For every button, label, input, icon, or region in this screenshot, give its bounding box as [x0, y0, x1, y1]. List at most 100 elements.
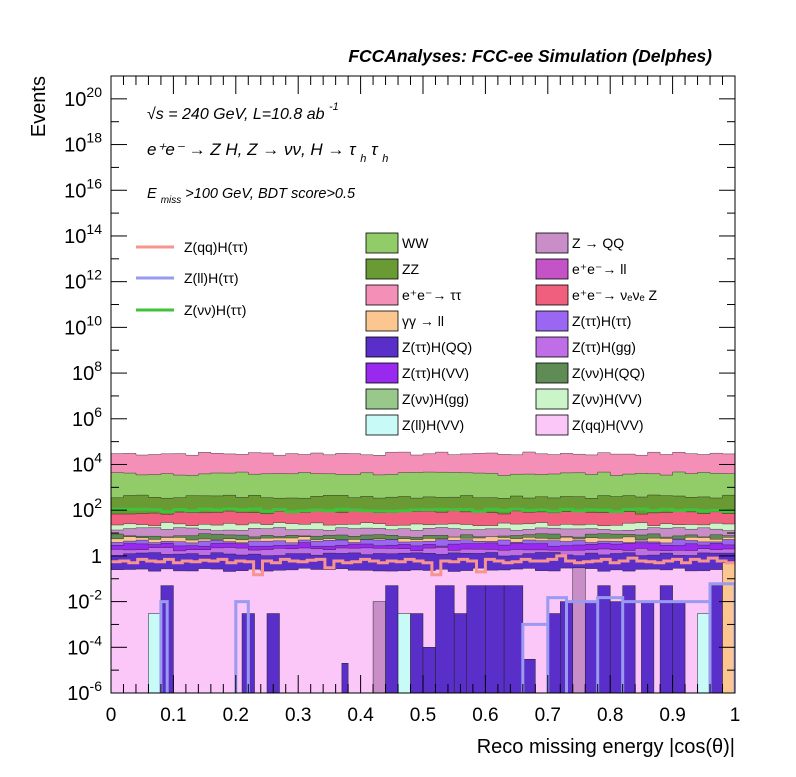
low-bin: [341, 663, 349, 693]
legend-swatch: [365, 336, 399, 358]
x-tick-label: 0.8: [597, 705, 623, 726]
energy-exponent: -1: [329, 101, 339, 113]
y-tick-label: 1020: [64, 84, 102, 111]
low-bin: [385, 585, 399, 693]
low-bin: [435, 585, 455, 693]
y-tick-label: 1016: [64, 175, 102, 202]
legend-stack-label: e⁺e⁻→ ττ: [402, 287, 462, 303]
annotation-block: √s = 240 GeV, L=10.8 ab -1 e⁺e⁻ → Z H, Z…: [147, 101, 388, 207]
y-tick-label: 106: [72, 404, 102, 431]
energy-label: √s = 240 GeV, L=10.8 ab: [147, 106, 325, 123]
signal-qq-line: [111, 554, 735, 577]
y-tick-label: 1010: [64, 312, 102, 339]
low-bin: [641, 601, 655, 693]
legend-stack-label: Z(νν)H(VV): [572, 391, 642, 407]
process-tail: τ: [371, 140, 379, 159]
legend-swatch: [535, 362, 569, 384]
low-bin: [547, 613, 561, 693]
low-bin: [503, 585, 524, 693]
x-axis-label: Reco missing energy |cos(θ)|: [477, 736, 735, 758]
legend-signal-label: Z(νν)H(ττ): [184, 302, 246, 318]
low-bin: [485, 585, 505, 693]
legend-stack-label: Z(ττ)H(gg): [572, 339, 636, 355]
x-tick-label: 0.7: [535, 705, 561, 726]
legend-stack-label: e⁺e⁻→ ll: [572, 261, 626, 277]
legend-stack-label: Z(νν)H(QQ): [572, 365, 645, 381]
low-bin: [148, 613, 162, 693]
x-tick-label: 0: [106, 705, 117, 726]
legend-swatch: [365, 362, 399, 384]
x-tick-label: 0.6: [472, 705, 498, 726]
legend-swatch: [365, 414, 399, 436]
y-axis: 1020 1018 1016 1014 1012 1010 108 106 104 102 1 10-…: [64, 84, 735, 705]
process-subscript-2: h: [382, 153, 388, 165]
y-tick-label: 1018: [64, 130, 102, 157]
y-tick-label: 1014: [64, 221, 102, 248]
signal-vv-line: [111, 507, 735, 514]
low-bin: [597, 585, 611, 693]
chart-title: FCCAnalyses: FCC-ee Simulation (Delphes): [348, 46, 712, 66]
y-tick-label: 1012: [64, 267, 102, 294]
x-tick-label: 0.5: [410, 705, 436, 726]
cut-label: E: [147, 186, 157, 202]
legend-signal-label: Z(qq)H(ττ): [184, 239, 248, 255]
low-bin: [266, 613, 280, 693]
x-tick-label: 0.2: [223, 705, 249, 726]
legend-stack-label: e⁺e⁻→ νₑνₑ Z: [572, 287, 658, 303]
legend-swatch: [365, 258, 399, 280]
legend-stack-label: γγ → ll: [402, 313, 444, 329]
x-tick-label: 0.4: [347, 705, 374, 726]
legend-stack-label: Z(ττ)H(ττ): [572, 313, 631, 329]
legend-swatch: [365, 310, 399, 332]
low-bin: [697, 613, 711, 693]
y-axis-label: Events: [28, 76, 50, 137]
legend-stack-label: Z → QQ: [572, 235, 624, 251]
x-axis: 0 0.1 0.2 0.3 0.4 0.5 0.6 0.7 0.8 0.9 1: [106, 76, 741, 726]
legend-signal: Z(qq)H(ττ) Z(ll)H(ττ) Z(νν)H(ττ): [136, 239, 248, 318]
legend-swatch: [535, 388, 569, 410]
low-bin: [466, 585, 486, 693]
legend-stack-label: Z(ττ)H(QQ): [402, 339, 472, 355]
low-bin: [672, 601, 686, 693]
x-tick-label: 0.9: [659, 705, 685, 726]
y-tick-label: 108: [72, 358, 102, 385]
legend-swatch: [365, 232, 399, 254]
low-bin: [372, 601, 386, 693]
y-tick-label: 1: [91, 546, 102, 568]
x-tick-label: 1: [730, 705, 741, 726]
low-bin: [609, 601, 623, 693]
low-bin: [572, 567, 586, 693]
low-bin: [584, 601, 598, 693]
legend-stack-label: Z(qq)H(VV): [572, 417, 644, 433]
y-tick-label: 10-6: [67, 678, 102, 705]
signal-ll-line: [159, 582, 735, 693]
legend-swatch: [365, 388, 399, 410]
y-tick-label: 102: [72, 495, 102, 522]
legend-stack-label: WW: [402, 235, 429, 251]
legend-stack-label: ZZ: [402, 261, 420, 277]
legend-stack-label: Z(ll)H(VV): [402, 417, 464, 433]
legend-swatch: [535, 284, 569, 306]
cut-tail: >100 GeV, BDT score>0.5: [185, 186, 356, 202]
y-tick-label: 104: [72, 449, 102, 476]
low-bin: [422, 647, 436, 693]
low-bin: [397, 613, 411, 693]
svg-text:√s = 240 GeV, L=10.8 ab: √s = 240 GeV, L=10.8 ab -1: [147, 101, 339, 123]
legend-signal-label: Z(ll)H(ττ): [184, 270, 239, 286]
legend-swatch: [535, 336, 569, 358]
low-bin: [453, 613, 467, 693]
low-bin: [522, 658, 536, 693]
svg-text:e⁺e⁻ → Z H, Z → νν, H → τ: e⁺e⁻ → Z H, Z → νν, H → τ h τ h: [147, 140, 388, 166]
y-tick-label: 10-2: [67, 587, 102, 614]
x-tick-label: 0.3: [285, 705, 311, 726]
legend-swatch: [535, 258, 569, 280]
signal-lines: [111, 507, 735, 693]
legend-swatch: [535, 310, 569, 332]
legend-stack: WW Z → QQ ZZ e⁺e⁻→ ll e⁺e⁻→ ττ e⁺e⁻→ νₑνₑ Z γγ…: [365, 232, 658, 436]
low-bin: [410, 613, 424, 693]
svg-text:E miss >100 GeV, B: E miss >100 GeV, BDT score>0.5: [147, 186, 356, 207]
legend-swatch: [365, 284, 399, 306]
legend-stack-label: Z(νν)H(gg): [402, 391, 469, 407]
